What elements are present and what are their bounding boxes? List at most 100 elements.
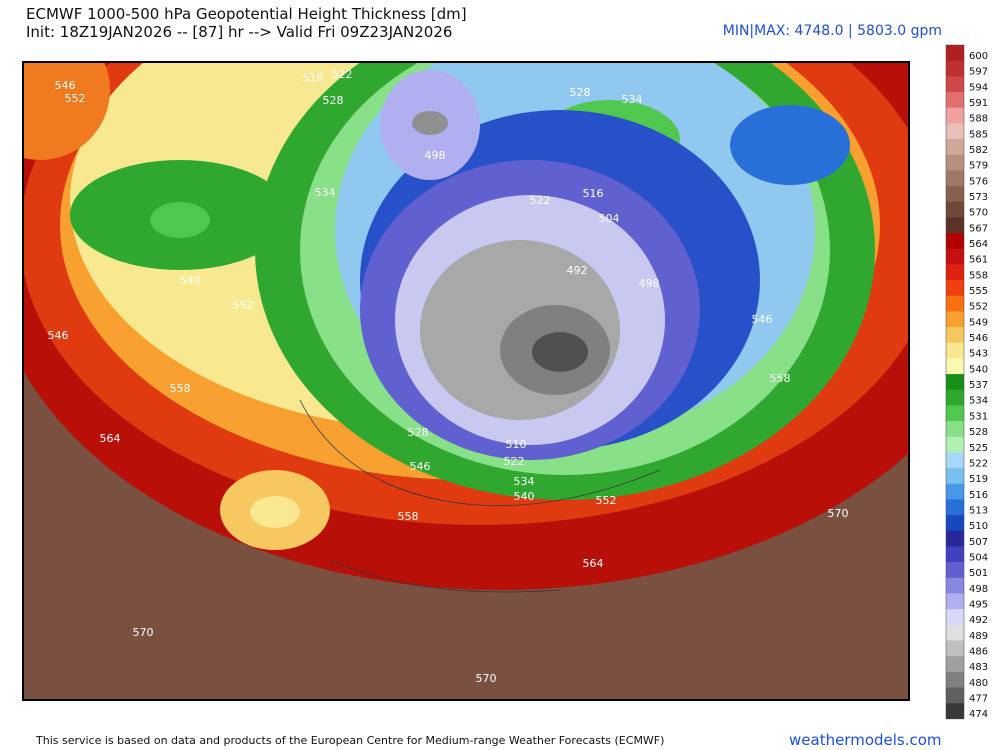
colorbar-swatch [946,640,964,657]
colorbar-label: 492 [969,615,988,626]
colorbar-label: 474 [969,709,988,720]
colorbar-swatch [946,656,964,673]
contour-label: 552 [233,299,254,312]
brand: weathermodels.com [789,731,942,749]
colorbar-label: 522 [969,458,988,469]
contour-label: 546 [55,79,76,92]
colorbar-label: 582 [969,145,988,156]
colorbar-frame [945,44,965,720]
colorbar-label: 513 [969,505,988,516]
colorbar-swatch [946,295,964,312]
contour-label: 570 [133,626,154,639]
colorbar-swatch [946,374,964,391]
contour-label: 540 [514,490,535,503]
contour-label: 504 [599,212,620,225]
colorbar-swatch [946,593,964,610]
colorbar-swatch [946,671,964,688]
colorbar-swatch [946,45,964,61]
contour-label: 546 [48,329,69,342]
contour-label: 570 [476,672,497,685]
colorbar-label: 477 [969,693,988,704]
contour-label: 510 [506,438,527,451]
contour-label: 522 [504,455,525,468]
colorbar-label: 543 [969,349,988,360]
colorbar-label: 549 [969,317,988,328]
colorbar-swatch [946,609,964,626]
colorbar-swatch [946,170,964,187]
colorbar-label: 486 [969,646,988,657]
colorbar-label: 525 [969,443,988,454]
colorbar-swatch [946,358,964,375]
colorbar-label: 546 [969,333,988,344]
colorbar-swatch [946,452,964,469]
colorbar-label: 558 [969,270,988,281]
colorbar-swatch [946,624,964,641]
colorbar-swatch [946,264,964,281]
contour-label: 516 [583,187,604,200]
contour-label: 558 [398,510,419,523]
contour-label: 516 [303,71,324,84]
colorbar-swatch [946,499,964,516]
colorbar-swatch [946,703,964,720]
colorbar-label: 591 [969,98,988,109]
contour-label: 564 [100,432,121,445]
colorbar-label: 504 [969,552,988,563]
colorbar-label: 483 [969,662,988,673]
colorbar-swatch [946,76,964,93]
colorbar-swatch [946,107,964,124]
colorbar-label: 552 [969,302,988,313]
contour-label: 534 [315,186,336,199]
colorbar-swatch [946,92,964,108]
contour-label: 528 [570,86,591,99]
colorbar-label: 528 [969,427,988,438]
colorbar-swatch [946,546,964,563]
title: ECMWF 1000-500 hPa Geopotential Height T… [26,5,467,23]
colorbar-label: 540 [969,364,988,375]
contour-label: 498 [425,149,446,162]
contour-label: 552 [596,494,617,507]
colorbar-swatch [946,342,964,359]
colorbar-label: 555 [969,286,988,297]
colorbar-swatch [946,233,964,250]
colorbar-swatch [946,436,964,453]
colorbar-swatch [946,154,964,171]
contour-label: 564 [583,557,604,570]
footer-notice: This service is based on data and produc… [36,734,665,747]
min-max: MIN|MAX: 4748.0 | 5803.0 gpm [722,23,942,39]
colorbar-label: 531 [969,411,988,422]
colorbar-label: 498 [969,584,988,595]
contour-label: 558 [170,382,191,395]
colorbar-swatch [946,562,964,579]
colorbar-swatch [946,311,964,328]
colorbar-label: 594 [969,82,988,93]
contour-label: 522 [332,68,353,81]
contour-label: 498 [639,277,660,290]
contour-label: 540 [180,274,201,287]
colorbar-swatch [946,405,964,422]
init-line: Init: 18Z19JAN2026 -- [87] hr --> Valid … [26,23,453,41]
colorbar-label: 576 [969,176,988,187]
colorbar-label: 534 [969,396,988,407]
colorbar-swatch [946,530,964,547]
colorbar-swatch [946,421,964,438]
colorbar-swatch [946,201,964,218]
contour-label: 534 [622,93,643,106]
colorbar-label: 516 [969,490,988,501]
colorbar-label: 567 [969,223,988,234]
colorbar-swatch [946,123,964,140]
contour-label: 534 [514,475,535,488]
contour-label: 558 [770,372,791,385]
colorbar-label: 537 [969,380,988,391]
colorbar-swatch [946,139,964,155]
colorbar-label: 519 [969,474,988,485]
thickness-field [23,62,909,700]
contour-label: 522 [530,194,551,207]
colorbar-label: 570 [969,208,988,219]
colorbar-swatch [946,280,964,297]
colorbar-swatch [946,217,964,234]
colorbar-label: 564 [969,239,988,250]
colorbar-swatch [946,248,964,265]
colorbar-swatch [946,687,964,704]
